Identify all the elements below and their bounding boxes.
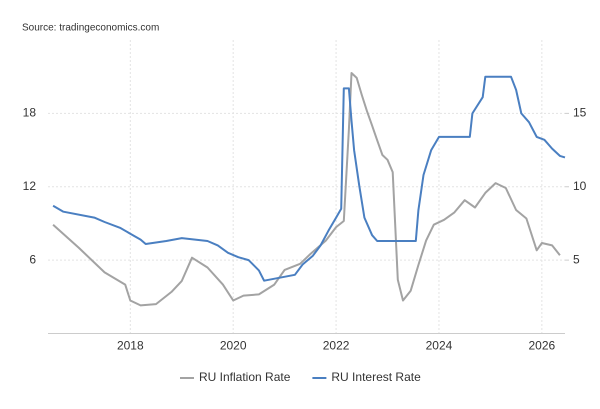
legend-label: RU Inflation Rate [199,370,291,384]
y-tick-label: 6 [29,252,36,266]
x-tick-label: 2018 [117,339,144,353]
legend-label: RU Interest Rate [331,370,421,384]
y-tick-label: 12 [23,179,37,193]
y2-tick-label: 15 [573,106,587,120]
x-tick-label: 2022 [323,339,350,353]
x-tick-label: 2024 [426,339,453,353]
series-line [52,75,566,282]
x-tick-label: 2026 [528,339,555,353]
y2-tick-label: 10 [573,179,587,193]
y-tick-label: 18 [23,106,37,120]
source: Source: tradingeconomics.com [22,23,159,34]
y2-tick-label: 5 [573,252,580,266]
x-tick-label: 2020 [220,339,247,353]
series-line [52,72,561,307]
